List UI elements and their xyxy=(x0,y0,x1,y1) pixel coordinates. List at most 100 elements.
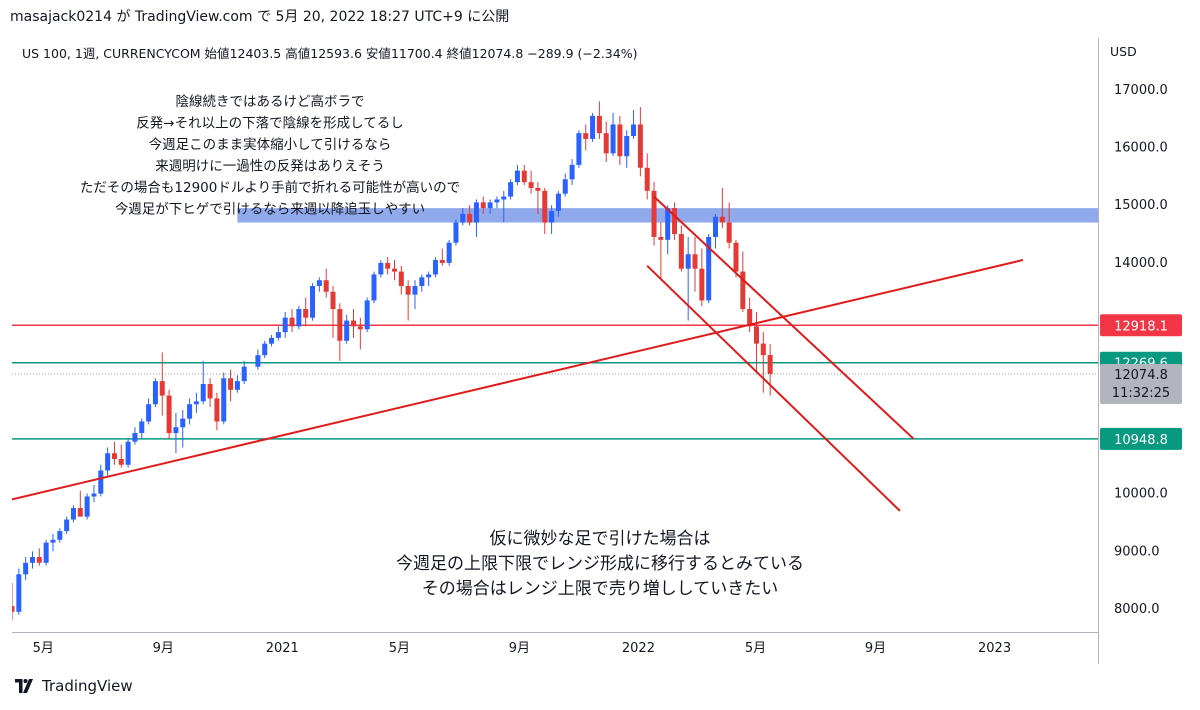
candle xyxy=(617,115,623,165)
candle-body xyxy=(84,496,90,517)
candle xyxy=(241,360,247,385)
candle xyxy=(289,309,295,333)
x-tick-label: 9月 xyxy=(865,641,886,656)
candle-body xyxy=(726,222,732,243)
annotation-top-line: 今週足が下ヒゲで引けるなら来週以降追玉しやすい xyxy=(115,202,425,218)
connector-ga: が xyxy=(116,9,131,25)
candle xyxy=(439,248,445,266)
candle xyxy=(214,392,220,431)
candle-body xyxy=(678,234,684,269)
y-tick-label: 9000.0 xyxy=(1114,544,1160,559)
candle xyxy=(193,392,199,413)
candle-body xyxy=(207,384,213,399)
tradingview-logo-icon xyxy=(15,679,33,693)
price-chart[interactable]: US 100, 1週, CURRENCYCOM 始値12403.5 高値1259… xyxy=(9,38,1188,664)
candle-body xyxy=(398,271,404,286)
site-name[interactable]: TradingView.com xyxy=(134,9,253,25)
candle xyxy=(180,409,186,448)
candle xyxy=(542,187,548,235)
candle-body xyxy=(105,453,111,471)
candle-body xyxy=(569,164,575,180)
candle xyxy=(692,236,698,292)
candle xyxy=(91,484,97,503)
candle xyxy=(672,202,678,240)
candle xyxy=(152,378,158,408)
last-price-tag: 12074.8 11:32:25 xyxy=(1100,363,1182,404)
footer-brand-name: TradingView xyxy=(42,677,133,695)
candle xyxy=(726,202,732,249)
candle-body xyxy=(310,285,316,318)
candle xyxy=(310,283,316,321)
candle-body xyxy=(214,398,220,422)
candle-body xyxy=(480,202,486,209)
candle xyxy=(501,190,507,223)
y-tick-label: 10000.0 xyxy=(1114,487,1168,502)
axis-layer: USD 8000.0 9000.0 10000.0 14000.0 15000.0 1600… xyxy=(12,38,1188,664)
candle xyxy=(303,297,309,327)
candle xyxy=(200,360,206,405)
candle-body xyxy=(405,285,411,295)
candle-body xyxy=(378,262,384,275)
trend-line xyxy=(653,195,915,440)
candle-body xyxy=(57,531,63,540)
candle xyxy=(473,199,479,237)
candle xyxy=(316,277,322,292)
candle-body xyxy=(262,343,268,356)
candle-body xyxy=(658,236,664,240)
candle-body xyxy=(596,115,602,134)
candle-body xyxy=(494,199,500,203)
candle xyxy=(446,239,452,266)
chart-frame[interactable]: US 100, 1週, CURRENCYCOM 始値12403.5 高値1259… xyxy=(9,38,1188,664)
candle-body xyxy=(364,300,370,330)
candle-body xyxy=(221,378,227,422)
candle-body xyxy=(747,309,753,327)
candle xyxy=(50,533,56,552)
candle-body xyxy=(330,291,336,310)
publication-header: masajack0214 が TradingView.com で 5月 20, … xyxy=(10,6,509,26)
price-tag-text: 10948.8 xyxy=(1114,433,1168,448)
candle xyxy=(43,539,49,566)
candle-body xyxy=(118,458,124,465)
candle-body xyxy=(111,453,117,459)
candle-body xyxy=(549,211,555,223)
trend-layer xyxy=(11,195,1024,512)
legend-text: US 100, 1週, CURRENCYCOM 始値12403.5 高値1259… xyxy=(22,46,637,61)
candle-body xyxy=(473,202,479,223)
candle-body xyxy=(385,262,391,269)
candle xyxy=(111,441,117,465)
footer-brand[interactable]: TradingView xyxy=(12,677,133,695)
candle xyxy=(719,187,725,229)
candle-body xyxy=(70,508,76,520)
candle-body xyxy=(610,124,616,154)
candle xyxy=(549,205,555,235)
x-tick-label: 5月 xyxy=(33,641,54,656)
candle xyxy=(269,335,275,347)
candle xyxy=(385,257,391,275)
candle-body xyxy=(432,260,438,275)
candle xyxy=(64,516,70,534)
candle-body xyxy=(583,133,589,139)
annotation-top-line: 今週足このまま実体縮小して引けるなら xyxy=(149,137,392,153)
candle xyxy=(228,369,234,402)
bar-countdown-text: 11:32:25 xyxy=(1112,386,1170,401)
candle-body xyxy=(576,133,582,165)
candle xyxy=(508,179,514,200)
price-tag-background xyxy=(1100,314,1182,337)
annotation-bottom-line: 今週足の上限下限でレンジ形成に移行するとみている xyxy=(396,554,804,574)
candle-body xyxy=(180,418,186,428)
candle-body xyxy=(371,274,377,301)
author-name[interactable]: masajack0214 xyxy=(10,9,112,25)
candle xyxy=(637,107,643,177)
x-tick-label: 2022 xyxy=(622,641,655,656)
candle xyxy=(351,309,357,338)
x-tick-label: 5月 xyxy=(745,641,766,656)
candle-body xyxy=(228,378,234,390)
candle xyxy=(747,297,753,333)
candle xyxy=(118,444,124,468)
candle-body xyxy=(16,574,22,612)
candle xyxy=(70,505,76,523)
candle-body xyxy=(255,355,261,367)
candle xyxy=(412,280,418,310)
candle xyxy=(9,582,15,621)
candle xyxy=(733,239,739,278)
